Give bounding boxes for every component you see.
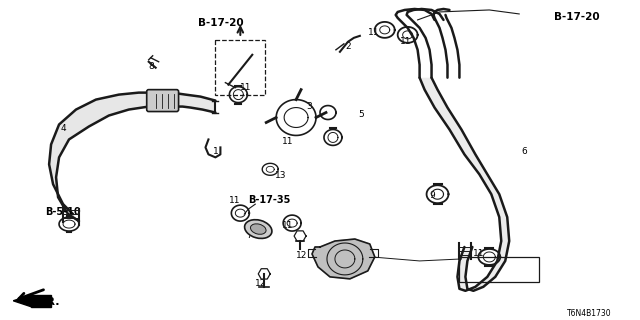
Text: 1: 1 <box>213 148 219 156</box>
Text: 7: 7 <box>246 231 252 240</box>
Text: 13: 13 <box>275 171 287 180</box>
Text: 11: 11 <box>282 137 294 147</box>
Text: 8: 8 <box>148 62 154 71</box>
Text: B-17-20: B-17-20 <box>198 18 243 28</box>
Bar <box>460 257 539 282</box>
Text: T6N4B1730: T6N4B1730 <box>566 309 611 318</box>
Text: B-17-35: B-17-35 <box>248 195 291 205</box>
Text: 11: 11 <box>399 37 411 46</box>
Text: B-5-10: B-5-10 <box>45 207 81 217</box>
Bar <box>216 40 265 95</box>
Polygon shape <box>31 295 51 307</box>
Text: 12: 12 <box>296 251 307 260</box>
Text: 11: 11 <box>282 221 294 230</box>
Text: 4: 4 <box>61 124 67 133</box>
Text: 11: 11 <box>474 249 485 258</box>
Text: 2: 2 <box>345 42 351 51</box>
Text: 11: 11 <box>229 196 241 205</box>
Text: 10: 10 <box>358 261 369 270</box>
Text: B-17-20: B-17-20 <box>554 12 600 22</box>
Polygon shape <box>13 295 31 307</box>
Text: 11: 11 <box>368 28 380 37</box>
Text: FR.: FR. <box>39 297 60 307</box>
Polygon shape <box>312 239 375 279</box>
FancyBboxPatch shape <box>147 90 179 112</box>
Text: 12: 12 <box>255 279 267 288</box>
Text: 5: 5 <box>358 109 364 118</box>
Text: 11: 11 <box>241 83 252 92</box>
Ellipse shape <box>244 220 272 238</box>
Text: 9: 9 <box>429 191 435 200</box>
Text: 3: 3 <box>306 101 312 111</box>
Polygon shape <box>49 92 216 221</box>
Text: 6: 6 <box>521 148 527 156</box>
Polygon shape <box>420 78 509 291</box>
Ellipse shape <box>250 224 266 234</box>
